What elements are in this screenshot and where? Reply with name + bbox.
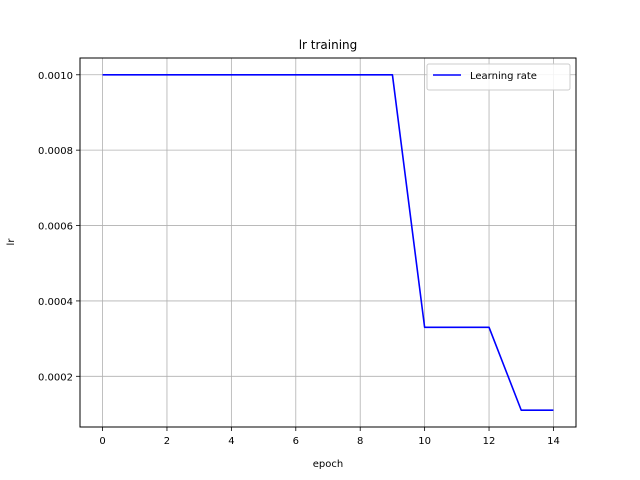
y-tick-label: 0.0004 xyxy=(38,297,73,308)
x-tick-label: 4 xyxy=(228,436,234,447)
y-tick-label: 0.0002 xyxy=(38,372,73,383)
x-tick-label: 6 xyxy=(293,436,299,447)
y-tick-label: 0.0006 xyxy=(38,222,73,233)
x-tick-label: 10 xyxy=(418,436,431,447)
x-tick-label: 12 xyxy=(483,436,496,447)
chart-title: lr training xyxy=(299,38,358,52)
legend-box xyxy=(426,63,571,91)
x-tick-label: 8 xyxy=(357,436,363,447)
y-axis-ticks: 0.0002 0.0004 0.0006 0.0008 0.0010 xyxy=(38,71,80,383)
x-tick-label: 14 xyxy=(547,436,560,447)
x-axis-ticks: 0 2 4 6 8 10 12 14 xyxy=(99,427,560,447)
y-tick-label: 0.0010 xyxy=(38,71,73,82)
x-axis-label: epoch xyxy=(313,459,343,470)
legend: Learning rate xyxy=(426,63,571,91)
y-axis-label: lr xyxy=(6,238,17,246)
y-tick-label: 0.0008 xyxy=(38,146,73,157)
x-tick-label: 2 xyxy=(164,436,170,447)
grid-lines xyxy=(80,58,576,427)
plot-frame xyxy=(79,57,577,428)
legend-label-learning-rate: Learning rate xyxy=(470,71,537,82)
x-tick-label: 0 xyxy=(99,436,105,447)
series-line-learning-rate xyxy=(102,73,554,412)
series-layer xyxy=(102,73,554,412)
plot-area xyxy=(80,58,576,427)
